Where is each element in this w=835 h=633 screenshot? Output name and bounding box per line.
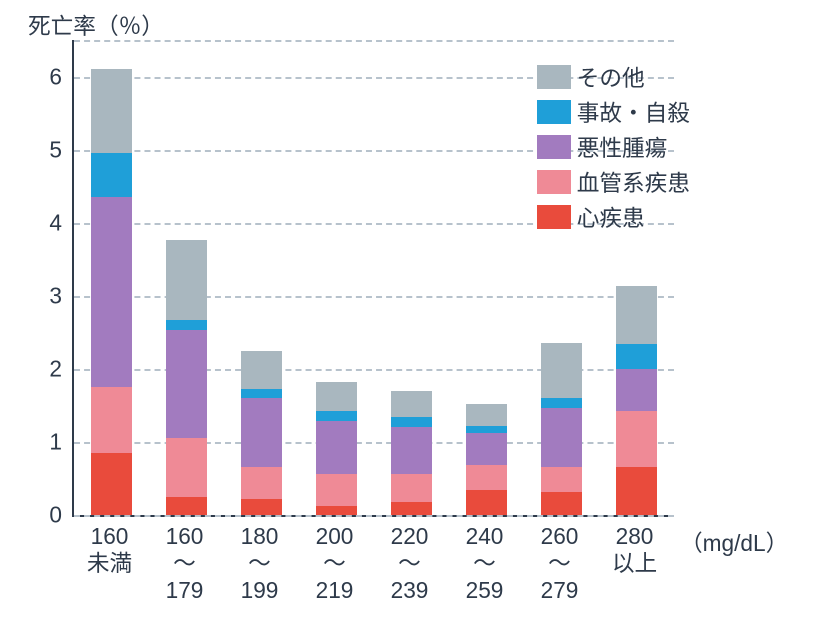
- bar: [166, 240, 207, 516]
- y-tick-label: 5: [32, 136, 62, 163]
- y-tick-label: 6: [32, 63, 62, 90]
- bar: [391, 391, 432, 515]
- bar-segment-cancer: [541, 408, 582, 466]
- bar-segment-cancer: [91, 197, 132, 387]
- bar-segment-accident: [466, 426, 507, 433]
- bar-segment-other: [391, 391, 432, 417]
- bar-segment-accident: [391, 417, 432, 427]
- bar: [241, 351, 282, 515]
- bar-segment-other: [91, 69, 132, 153]
- bar-segment-heart: [391, 502, 432, 515]
- x-axis-unit-label: （mg/dL）: [680, 525, 788, 558]
- bar: [616, 286, 657, 515]
- bar: [316, 382, 357, 515]
- y-tick-label: 3: [32, 282, 62, 309]
- bar-segment-vascular: [316, 474, 357, 506]
- grid-line: [74, 296, 674, 298]
- bar-segment-vascular: [91, 387, 132, 453]
- bar-segment-cancer: [166, 330, 207, 438]
- y-tick-label: 4: [32, 209, 62, 236]
- x-tick-label: 200 〜 219: [297, 523, 372, 605]
- bar-segment-cancer: [391, 427, 432, 474]
- legend-swatch: [537, 135, 571, 159]
- x-tick-label: 260 〜 279: [522, 523, 597, 605]
- bar-segment-other: [316, 382, 357, 411]
- bar-segment-other: [166, 240, 207, 320]
- grid-line: [74, 515, 674, 517]
- x-tick-label: 160 〜 179: [147, 523, 222, 605]
- x-tick-label: 180 〜 199: [222, 523, 297, 605]
- legend-item-cancer: 悪性腫瘍: [537, 130, 690, 163]
- grid-line: [74, 442, 674, 444]
- bar-segment-heart: [91, 453, 132, 515]
- y-tick-label: 1: [32, 428, 62, 455]
- bar: [541, 343, 582, 515]
- bar-segment-heart: [466, 490, 507, 515]
- legend: その他事故・自殺悪性腫瘍血管系疾患心疾患: [537, 60, 690, 233]
- bar-segment-vascular: [616, 411, 657, 467]
- legend-swatch: [537, 65, 571, 89]
- x-tick-label: 280 以上: [597, 523, 672, 577]
- bar-segment-heart: [316, 506, 357, 515]
- legend-item-other: その他: [537, 60, 690, 93]
- grid-line: [74, 369, 674, 371]
- bar-segment-heart: [166, 497, 207, 515]
- legend-item-vascular: 血管系疾患: [537, 165, 690, 198]
- bar-segment-accident: [166, 320, 207, 330]
- bar-segment-other: [541, 343, 582, 399]
- bar-segment-heart: [241, 499, 282, 515]
- y-axis-title: 死亡率（％）: [28, 8, 164, 41]
- legend-item-heart: 心疾患: [537, 200, 690, 233]
- y-tick-label: 0: [32, 502, 62, 529]
- bar-segment-vascular: [391, 474, 432, 502]
- x-tick-label: 240 〜 259: [447, 523, 522, 605]
- mortality-stacked-bar-chart: 0 1 2 3 4 5 6 死亡率（％） 160 未満160 〜 179180 〜 199200…: [0, 0, 835, 633]
- legend-swatch: [537, 100, 571, 124]
- bar-segment-accident: [541, 398, 582, 408]
- bar-segment-accident: [616, 344, 657, 369]
- legend-label: 血管系疾患: [577, 165, 690, 198]
- y-tick-label: 2: [32, 355, 62, 382]
- legend-swatch: [537, 170, 571, 194]
- x-tick-label: 160 未満: [72, 523, 147, 577]
- bar-segment-vascular: [541, 467, 582, 492]
- bar-segment-other: [241, 351, 282, 389]
- bar-segment-cancer: [316, 421, 357, 474]
- bar-segment-heart: [616, 467, 657, 515]
- legend-swatch: [537, 205, 571, 229]
- bar: [91, 69, 132, 515]
- bar-segment-cancer: [466, 433, 507, 465]
- bar-segment-vascular: [241, 467, 282, 499]
- bar-segment-cancer: [241, 398, 282, 467]
- grid-line: [74, 40, 674, 42]
- legend-label: 事故・自殺: [577, 95, 690, 128]
- bar-segment-accident: [91, 153, 132, 197]
- bar-segment-heart: [541, 492, 582, 515]
- legend-label: その他: [577, 60, 645, 93]
- bar-segment-other: [466, 404, 507, 426]
- bar: [466, 404, 507, 515]
- bar-segment-accident: [241, 389, 282, 398]
- bar-segment-vascular: [166, 438, 207, 496]
- legend-item-accident: 事故・自殺: [537, 95, 690, 128]
- bar-segment-other: [616, 286, 657, 344]
- bar-segment-cancer: [616, 369, 657, 411]
- legend-label: 心疾患: [577, 200, 645, 233]
- bar-segment-vascular: [466, 465, 507, 490]
- legend-label: 悪性腫瘍: [577, 130, 668, 163]
- bar-segment-accident: [316, 411, 357, 421]
- x-tick-label: 220 〜 239: [372, 523, 447, 605]
